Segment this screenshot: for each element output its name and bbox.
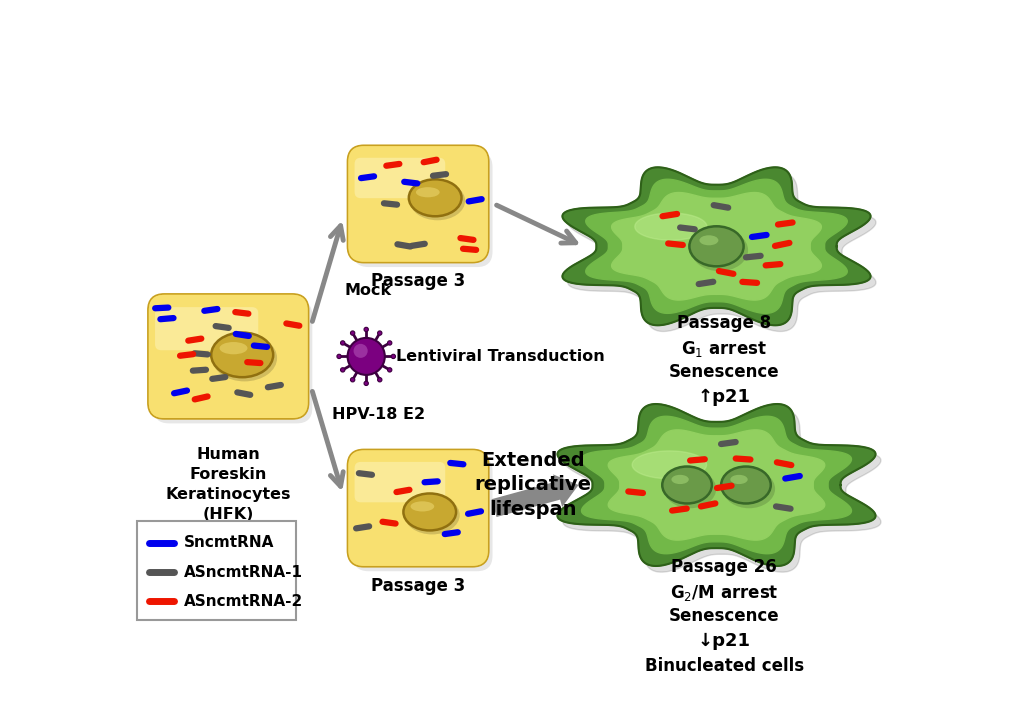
Circle shape	[340, 341, 344, 345]
Text: G$_1$ arrest: G$_1$ arrest	[681, 338, 766, 359]
Circle shape	[340, 368, 344, 372]
Text: ASncmtRNA-2: ASncmtRNA-2	[183, 594, 303, 609]
Polygon shape	[585, 179, 847, 313]
Circle shape	[336, 354, 341, 359]
Ellipse shape	[409, 179, 461, 216]
Circle shape	[377, 378, 381, 382]
FancyBboxPatch shape	[348, 146, 487, 262]
FancyBboxPatch shape	[355, 462, 445, 503]
Polygon shape	[561, 167, 869, 325]
FancyBboxPatch shape	[348, 450, 487, 566]
FancyBboxPatch shape	[353, 455, 492, 571]
Polygon shape	[491, 474, 578, 517]
Circle shape	[351, 378, 355, 382]
Text: ASncmtRNA-1: ASncmtRNA-1	[183, 565, 303, 580]
Ellipse shape	[699, 235, 717, 245]
Ellipse shape	[404, 496, 460, 534]
FancyBboxPatch shape	[149, 295, 308, 418]
Circle shape	[364, 327, 368, 331]
Circle shape	[354, 344, 367, 358]
Polygon shape	[634, 213, 706, 240]
Text: Lentiviral Transduction: Lentiviral Transduction	[395, 349, 604, 364]
FancyBboxPatch shape	[348, 146, 487, 262]
Polygon shape	[632, 451, 706, 479]
FancyBboxPatch shape	[348, 450, 487, 566]
Ellipse shape	[689, 226, 743, 266]
Text: Passage 3: Passage 3	[371, 272, 465, 290]
Ellipse shape	[219, 342, 248, 355]
Ellipse shape	[661, 467, 711, 503]
Ellipse shape	[211, 333, 273, 377]
Text: Binucleated cells: Binucleated cells	[644, 657, 803, 675]
FancyBboxPatch shape	[149, 295, 308, 418]
Text: Mock: Mock	[344, 283, 391, 298]
Polygon shape	[557, 404, 874, 566]
Circle shape	[377, 331, 381, 335]
Circle shape	[387, 341, 391, 345]
Text: HPV-18 E2: HPV-18 E2	[332, 407, 425, 422]
Polygon shape	[568, 173, 875, 331]
Ellipse shape	[691, 229, 747, 271]
Text: Passage 3: Passage 3	[371, 577, 465, 594]
FancyBboxPatch shape	[348, 146, 487, 262]
Circle shape	[364, 381, 368, 386]
FancyBboxPatch shape	[149, 295, 308, 418]
Ellipse shape	[410, 501, 434, 512]
Ellipse shape	[730, 475, 747, 484]
Polygon shape	[611, 192, 820, 300]
Text: Senescence: Senescence	[668, 608, 779, 625]
Ellipse shape	[663, 470, 715, 508]
Ellipse shape	[403, 493, 455, 530]
Ellipse shape	[720, 467, 770, 503]
Text: G$_2$/M arrest: G$_2$/M arrest	[669, 583, 777, 603]
Circle shape	[347, 338, 384, 375]
Text: ↑p21: ↑p21	[697, 388, 750, 406]
Text: Passage 26: Passage 26	[671, 558, 776, 576]
Polygon shape	[581, 416, 851, 553]
Polygon shape	[562, 410, 880, 572]
FancyBboxPatch shape	[137, 521, 296, 620]
Circle shape	[390, 354, 395, 359]
Text: Extended
replicative
lifespan: Extended replicative lifespan	[474, 451, 591, 519]
Text: Passage 8: Passage 8	[677, 314, 770, 332]
Ellipse shape	[416, 187, 439, 197]
Ellipse shape	[671, 475, 688, 484]
Ellipse shape	[212, 334, 277, 381]
Text: Senescence: Senescence	[668, 363, 779, 381]
FancyBboxPatch shape	[155, 307, 258, 350]
Circle shape	[351, 331, 355, 335]
Ellipse shape	[410, 181, 465, 220]
FancyBboxPatch shape	[153, 300, 312, 424]
Circle shape	[387, 368, 391, 372]
Ellipse shape	[722, 470, 774, 508]
Text: Human
Foreskin
Keratinocytes
(HFK): Human Foreskin Keratinocytes (HFK)	[165, 447, 290, 522]
Text: ↓p21: ↓p21	[697, 632, 750, 650]
FancyBboxPatch shape	[348, 450, 487, 566]
Polygon shape	[607, 430, 824, 540]
FancyBboxPatch shape	[353, 152, 492, 267]
Text: SncmtRNA: SncmtRNA	[183, 535, 274, 550]
FancyBboxPatch shape	[355, 158, 445, 198]
